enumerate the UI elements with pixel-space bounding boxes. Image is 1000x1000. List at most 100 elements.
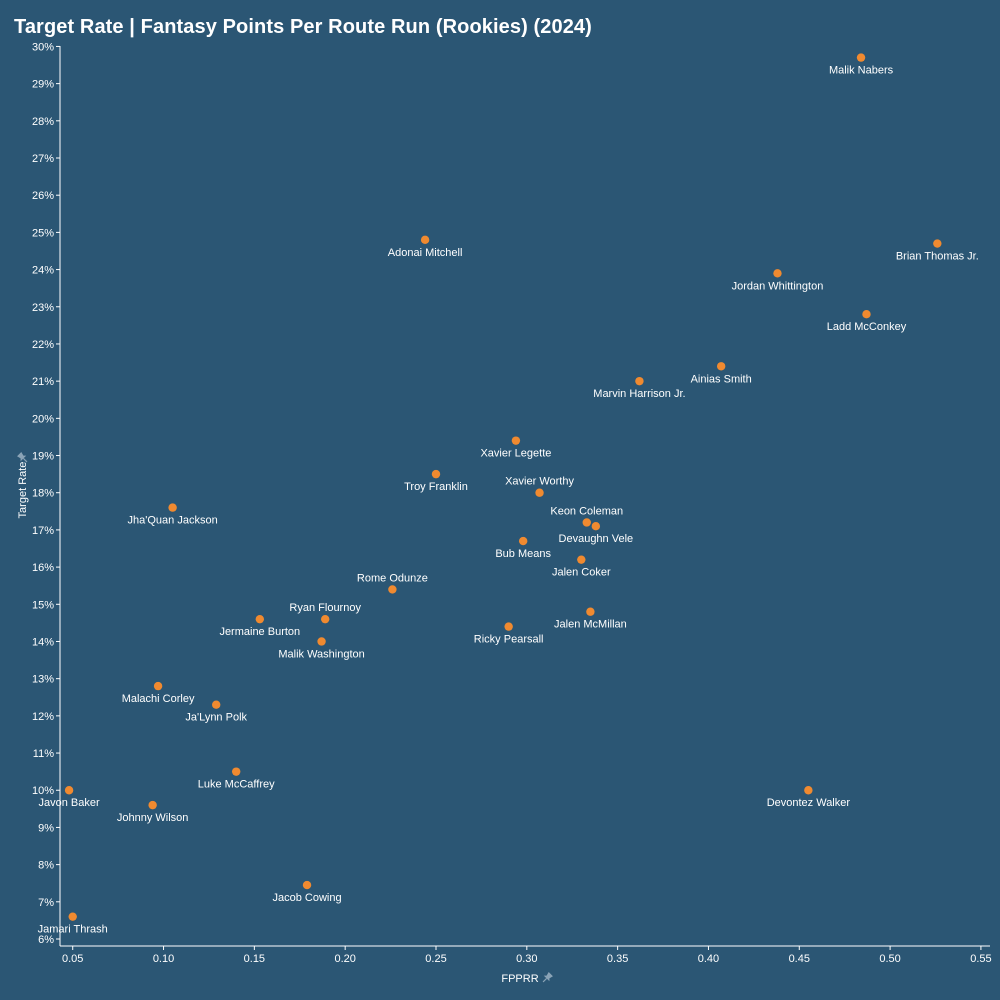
data-point[interactable] [317,637,326,646]
axes: 6% 7% 8% 9% 10% 11% 12% 13% 14% 15% 16% 17% 18% 19% 20… [32,41,992,965]
point-label: Jalen Coker [552,567,611,579]
y-tick-label: 25% [32,227,54,239]
x-tick-label: 0.45 [789,953,810,965]
x-tick-label: 0.20 [334,953,355,965]
data-point[interactable] [212,700,221,709]
data-point[interactable] [518,536,528,546]
x-tick-label: 0.05 [62,953,83,965]
data-point[interactable] [431,469,441,479]
point-label: Malik Nabers [829,65,894,77]
point-label: Jordan Whittington [732,280,824,292]
y-tick-label: 16% [32,562,54,574]
y-tick-label: 24% [32,265,54,277]
pin-icon[interactable] [540,971,553,984]
point-label: Jacob Cowing [272,892,341,904]
point-label: Jha'Quan Jackson [128,515,218,527]
point-label: Johnny Wilson [117,812,189,824]
data-point[interactable] [255,614,265,624]
y-tick-label: 29% [32,79,54,91]
point-label: Ryan Flournoy [289,602,361,614]
point-label: Adonai Mitchell [388,247,463,259]
point-label: Marvin Harrison Jr. [593,388,685,400]
y-tick-label: 27% [32,153,54,165]
data-point[interactable] [856,53,866,62]
point-label: Devontez Walker [767,797,851,809]
x-tick-label: 0.10 [153,953,174,965]
y-tick-label: 20% [32,413,54,425]
point-label: Xavier Legette [480,448,551,460]
point-label: Keon Coleman [550,505,623,517]
x-tick-label: 0.15 [244,953,265,965]
y-tick-label: 23% [32,302,54,314]
y-tick-label: 11% [33,748,54,760]
y-tick-label: 9% [38,822,54,834]
data-point[interactable] [302,880,312,890]
data-point[interactable] [716,362,726,371]
data-point[interactable] [388,585,397,594]
data-point[interactable] [582,518,591,527]
data-point[interactable] [591,521,601,531]
y-tick-label: 10% [32,785,54,797]
data-point[interactable] [420,235,430,245]
x-tick-label: 0.55 [970,953,991,965]
data-point[interactable] [535,488,544,497]
y-tick-label: 15% [32,599,54,611]
point-label: Jalen McMillan [554,619,627,631]
data-point[interactable] [933,239,942,248]
point-label: Bub Means [495,548,551,560]
y-tick-label: 17% [32,525,54,537]
point-label: Javon Baker [39,797,100,809]
x-tick-label: 0.25 [425,953,446,965]
data-points: Malik Nabers Adonai Mitchell Brian Thomas … [38,53,979,936]
data-point[interactable] [153,681,163,691]
point-label: Rome Odunze [357,572,428,584]
y-tick-label: 12% [32,711,54,723]
y-tick-label: 14% [32,636,54,648]
data-point[interactable] [68,912,77,921]
y-tick-label: 30% [32,41,54,53]
data-point[interactable] [148,800,157,810]
data-point[interactable] [64,786,74,795]
y-tick-label: 22% [32,339,54,351]
point-label: Jamari Thrash [38,924,108,936]
point-label: Jermaine Burton [219,626,300,638]
x-tick-label: 0.40 [698,953,719,965]
y-tick-label: 18% [32,488,54,500]
y-tick-label: 21% [32,376,54,388]
data-point[interactable] [635,376,644,386]
point-label: Brian Thomas Jr. [896,251,979,263]
data-point[interactable] [168,503,177,512]
point-label: Luke McCaffrey [198,779,275,791]
point-label: Ladd McConkey [827,321,907,333]
point-label: Troy Franklin [404,481,468,493]
point-label: Ricky Pearsall [474,634,544,646]
point-label: Ainias Smith [691,373,752,385]
data-point[interactable] [773,269,782,278]
data-point[interactable] [577,555,586,564]
data-point[interactable] [504,622,513,631]
point-label: Ja'Lynn Polk [185,712,247,724]
data-point[interactable] [586,607,595,616]
pin-icon[interactable] [16,451,29,464]
y-tick-label: 19% [32,451,54,463]
point-label: Malik Washington [278,648,364,660]
y-tick-label: 6% [38,934,54,946]
y-tick-label: 7% [38,897,54,909]
point-label: Xavier Worthy [505,476,574,488]
data-point[interactable] [320,614,330,624]
y-axis-title: Target Rate [17,462,29,519]
y-tick-label: 13% [32,674,54,686]
data-point[interactable] [231,767,241,776]
chart-title: Target Rate | Fantasy Points Per Route R… [14,16,592,38]
point-label: Devaughn Vele [559,533,634,545]
y-tick-label: 8% [38,860,54,872]
x-tick-label: 0.30 [516,953,537,965]
data-point[interactable] [511,436,521,445]
point-label: Malachi Corley [122,693,195,705]
data-point[interactable] [862,310,871,319]
y-tick-label: 26% [32,190,54,202]
x-tick-label: 0.35 [607,953,628,965]
data-point[interactable] [804,786,813,795]
y-tick-label: 28% [32,116,54,128]
